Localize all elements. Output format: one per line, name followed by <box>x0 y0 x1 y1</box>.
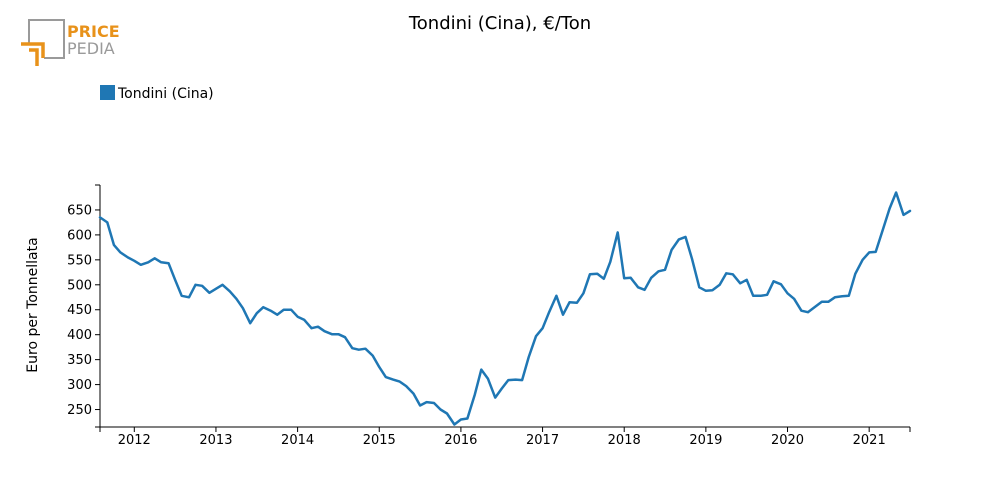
x-tick-label: 2021 <box>853 433 886 448</box>
legend-swatch <box>100 85 115 100</box>
axes: 250 300 350 400 450 500 550 600 650 2012 2013 2014 2… <box>67 184 911 448</box>
y-tick-label: 350 <box>67 353 92 368</box>
chart-title: Tondini (Cina), €/Ton <box>408 13 591 34</box>
plot-area <box>98 191 912 426</box>
series-line <box>98 191 912 426</box>
logo-word-pedia: PEDIA <box>67 39 115 58</box>
x-tick-label: 2018 <box>608 433 641 448</box>
y-axis-label: Euro per Tonnellata <box>25 237 41 372</box>
x-tick-label: 2017 <box>526 433 559 448</box>
x-tick-label: 2014 <box>281 433 314 448</box>
y-tick-label: 250 <box>67 403 92 418</box>
x-tick-label: 2015 <box>363 433 396 448</box>
y-tick-label: 600 <box>67 228 92 243</box>
logo-word-price: PRICE <box>67 22 120 41</box>
logo-mark-icon <box>21 19 65 66</box>
y-tick-label: 550 <box>67 253 92 268</box>
x-tick-label: 2013 <box>199 433 232 448</box>
legend: Tondini (Cina) <box>100 85 214 102</box>
y-tick-label: 450 <box>67 303 92 318</box>
y-tick-label: 650 <box>67 203 92 218</box>
x-tick-label: 2016 <box>444 433 477 448</box>
y-tick-label: 400 <box>67 328 92 343</box>
legend-label: Tondini (Cina) <box>117 86 214 102</box>
y-tick-label: 500 <box>67 278 92 293</box>
x-tick-label: 2012 <box>118 433 151 448</box>
x-tick-label: 2019 <box>689 433 722 448</box>
y-tick-label: 300 <box>67 378 92 393</box>
pricepedia-logo: PRICE PEDIA <box>21 19 120 66</box>
x-tick-label: 2020 <box>771 433 804 448</box>
